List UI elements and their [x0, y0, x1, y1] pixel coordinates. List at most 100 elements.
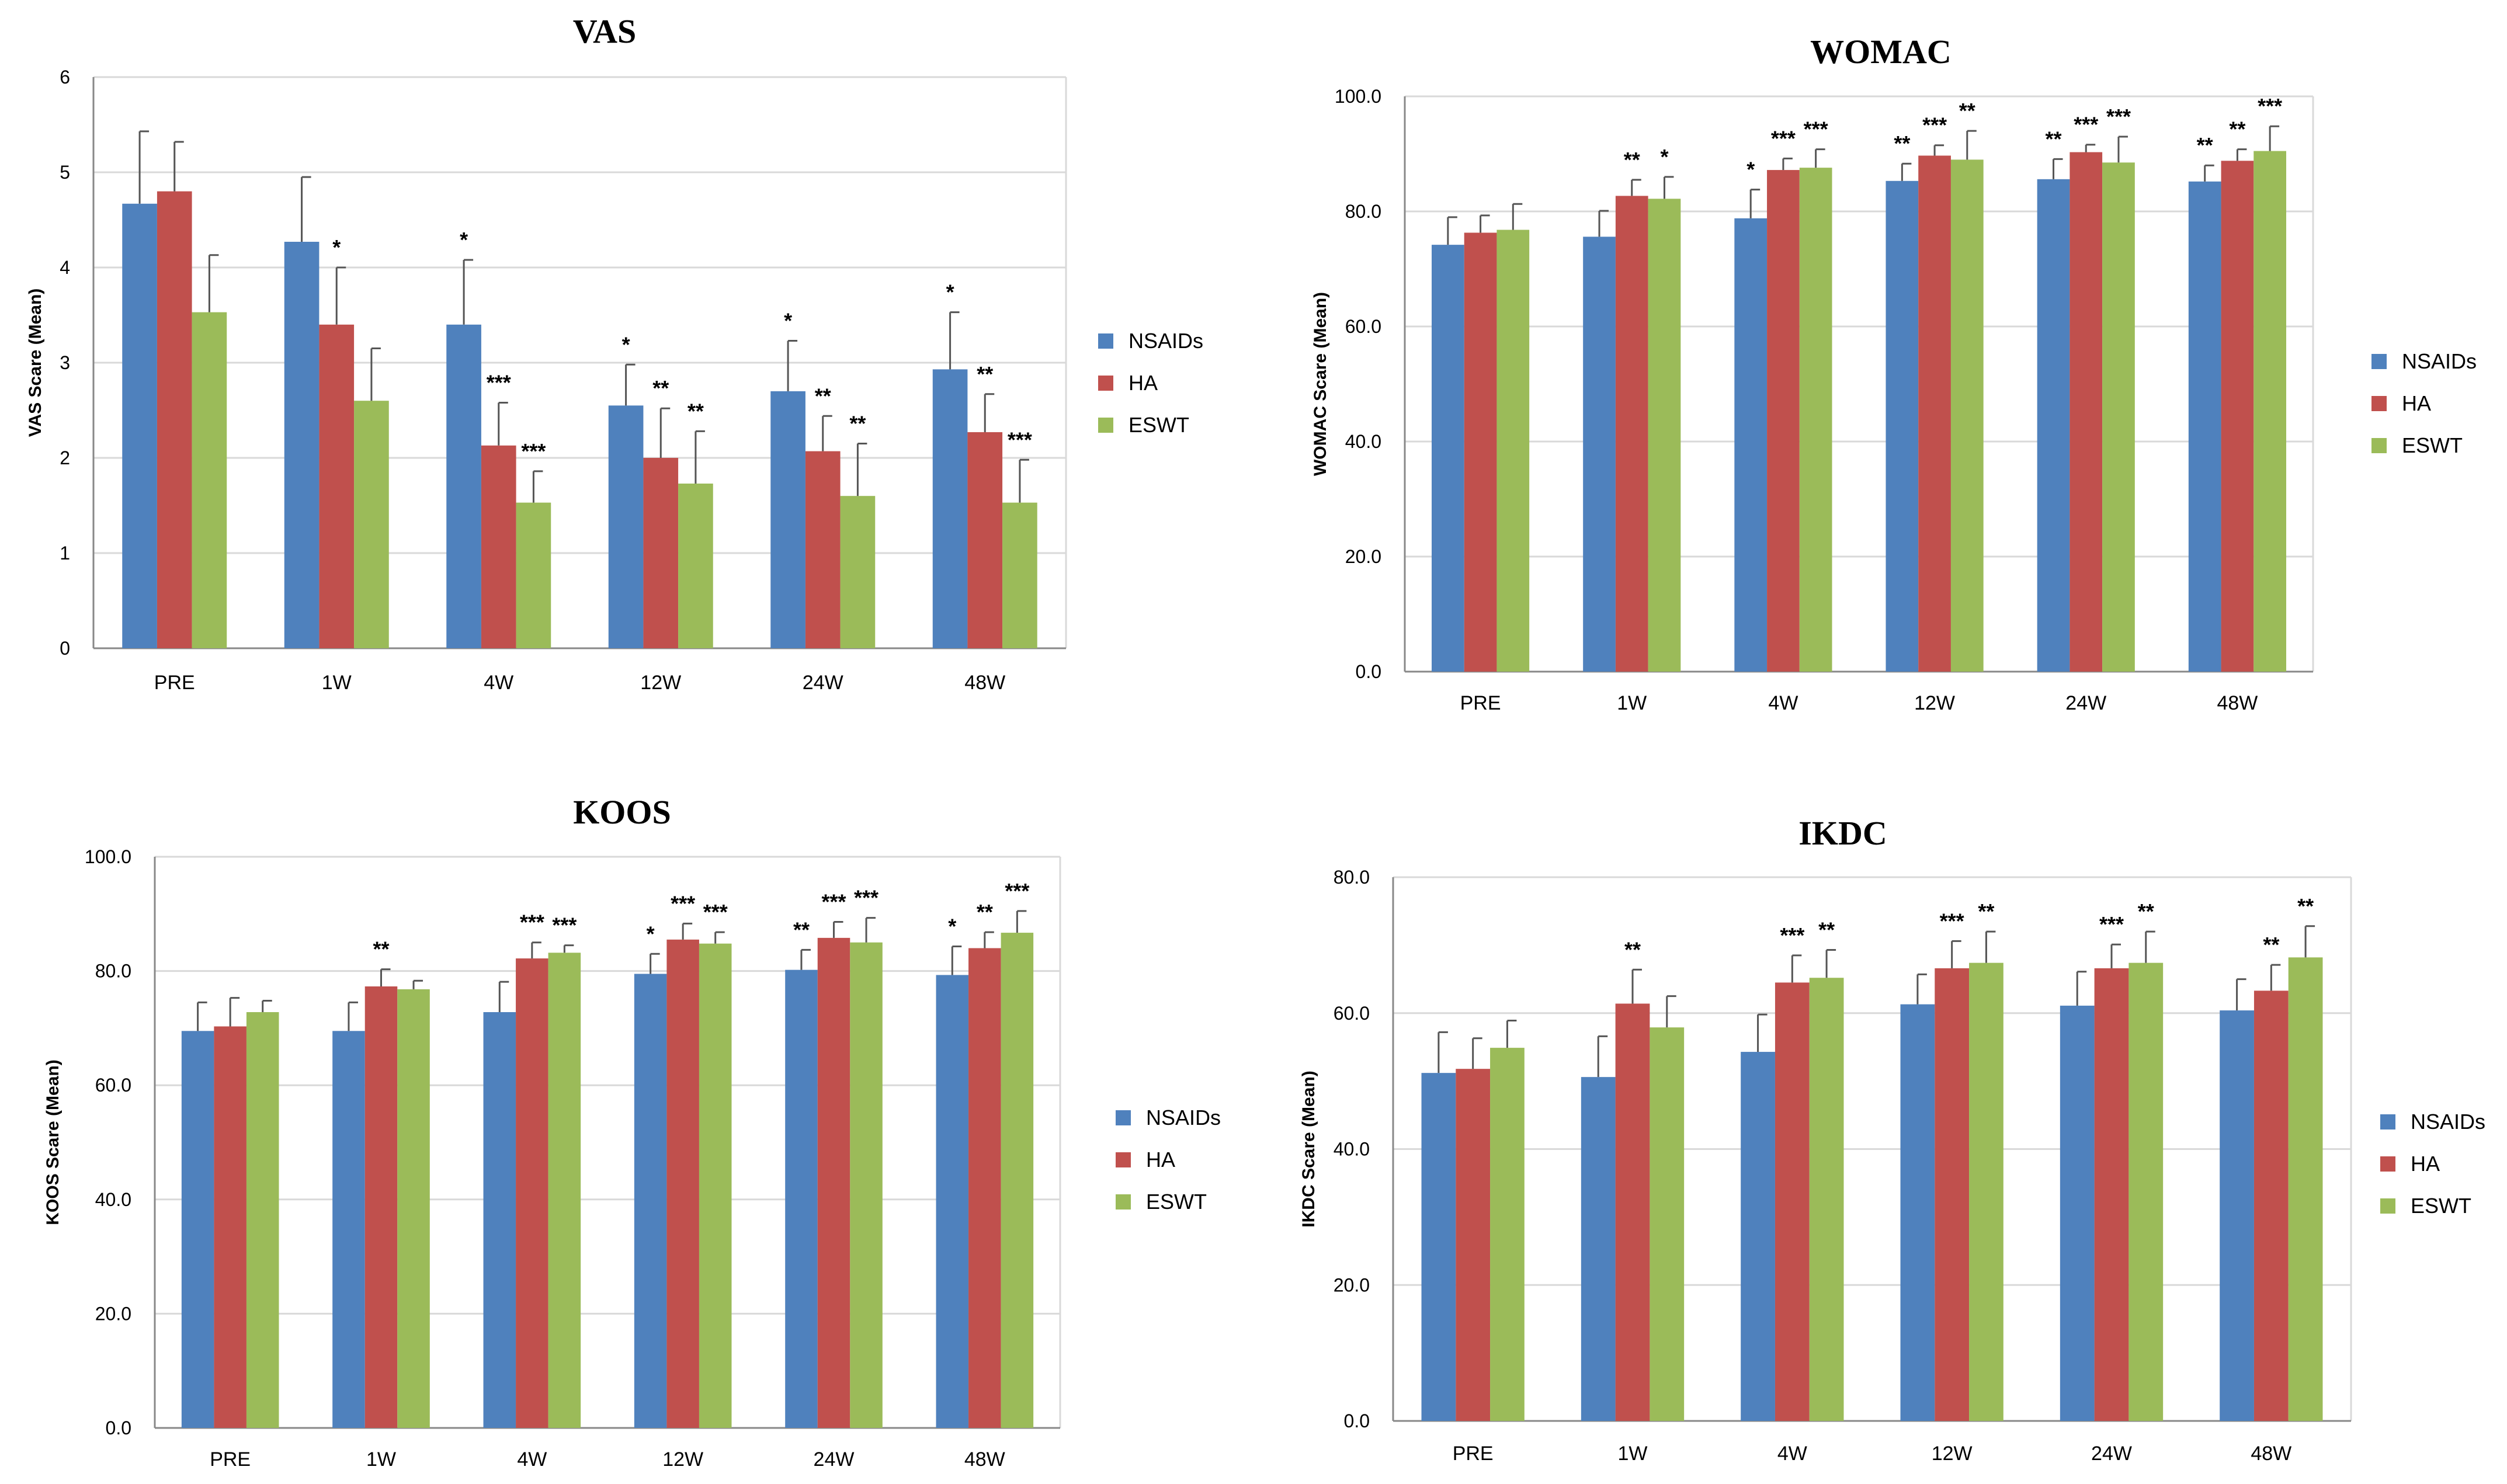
y-tick-label: 4 — [60, 257, 70, 278]
bar-eswt-12w — [678, 484, 713, 648]
x-tick-label: 1W — [366, 1448, 396, 1471]
significance-marker: * — [647, 922, 655, 946]
significance-marker: * — [948, 915, 956, 939]
bar-ha-12w — [643, 458, 679, 648]
bar-nsaids-1w — [1583, 237, 1616, 672]
bar-eswt-48w — [1001, 933, 1034, 1428]
significance-marker: *** — [821, 889, 846, 913]
bar-nsaids-24w — [785, 969, 818, 1428]
bar-ha-12w — [666, 939, 699, 1428]
bar-eswt-12w — [1950, 159, 1984, 672]
bar-ha-24w — [805, 451, 841, 648]
x-tick-label: 48W — [964, 1448, 1005, 1471]
y-tick-label: 60.0 — [1334, 1003, 1370, 1024]
bar-ha-48w — [2221, 161, 2254, 672]
legend-label: ESWT — [1146, 1190, 1207, 1214]
y-axis-label: IKDC Scare (Mean) — [1299, 1071, 1318, 1227]
legend-swatch-nsaids — [2371, 354, 2387, 369]
x-tick-label: 12W — [1932, 1443, 1973, 1465]
bar-eswt-pre — [192, 312, 227, 648]
significance-marker: *** — [703, 900, 728, 924]
bar-eswt-12w — [1969, 962, 2003, 1421]
bar-eswt-pre — [246, 1012, 279, 1428]
significance-marker: *** — [1780, 923, 1804, 947]
bar-nsaids-pre — [181, 1031, 214, 1428]
legend-swatch-ha — [2380, 1156, 2395, 1172]
significance-marker: *** — [2258, 94, 2282, 118]
chart-ikdc: IKDC 0.0 20.0 40.0 60.0 80.0 IKDC Scare (Mean)… — [1299, 814, 2485, 1465]
significance-marker: *** — [552, 913, 577, 937]
bar-ha-4w — [516, 958, 548, 1428]
bar-nsaids-4w — [1734, 218, 1768, 672]
y-tick-label: 0 — [60, 638, 70, 659]
y-tick-label: 40.0 — [95, 1189, 131, 1210]
x-tick-label: 4W — [517, 1448, 547, 1471]
x-tick-label: 12W — [640, 672, 681, 694]
y-tick-label: 20.0 — [95, 1303, 131, 1324]
bar-ha-pre — [214, 1026, 246, 1428]
y-axis-label: WOMAC Scare (Mean) — [1311, 292, 1330, 476]
legend-swatch-nsaids — [2380, 1114, 2395, 1129]
x-tick-label: 12W — [1914, 692, 1955, 714]
significance-marker: *** — [671, 891, 695, 915]
y-tick-label: 60.0 — [95, 1075, 131, 1096]
bar-ha-12w — [1918, 155, 1951, 672]
y-tick-label: 80.0 — [1345, 201, 1381, 222]
significance-marker: *** — [1804, 117, 1828, 141]
x-tick-label: 1W — [322, 672, 352, 694]
chart-title: KOOS — [573, 793, 671, 831]
y-tick-label: 3 — [60, 352, 70, 373]
x-tick-label: 24W — [2091, 1443, 2132, 1465]
y-tick-label: 100.0 — [85, 846, 131, 867]
chart-koos: KOOS 0.0 20.0 40.0 60.0 80.0 100.0 KOOS Scare (… — [43, 793, 1221, 1471]
bar-eswt-1w — [354, 401, 389, 648]
y-tick-label: 100.0 — [1335, 86, 1381, 107]
bar-ha-12w — [1935, 968, 1970, 1421]
x-tick-label: 24W — [2065, 692, 2106, 714]
x-tick-label: 48W — [2217, 692, 2258, 714]
bar-ha-1w — [1615, 196, 1648, 672]
bar-ha-24w — [2094, 968, 2129, 1421]
significance-marker: ** — [1624, 937, 1641, 961]
bar-ha-1w — [364, 986, 398, 1428]
x-tick-label: 1W — [1618, 1443, 1648, 1465]
significance-marker: *** — [1940, 909, 1964, 933]
significance-marker: *** — [2074, 113, 2098, 137]
x-tick-label: 24W — [803, 672, 843, 694]
bar-eswt-4w — [516, 502, 551, 648]
legend-swatch-eswt — [2380, 1198, 2395, 1214]
y-tick-label: 20.0 — [1345, 546, 1381, 567]
significance-marker: *** — [520, 910, 544, 934]
y-tick-label: 60.0 — [1345, 316, 1381, 337]
significance-marker: ** — [2197, 133, 2213, 157]
bar-nsaids-12w — [1886, 180, 1919, 672]
bar-ha-pre — [1464, 232, 1497, 672]
significance-marker: *** — [1008, 428, 1032, 451]
bar-eswt-12w — [699, 943, 732, 1428]
bar-nsaids-1w — [284, 241, 320, 648]
y-tick-label: 40.0 — [1334, 1139, 1370, 1160]
significance-marker: ** — [652, 376, 669, 400]
y-tick-label: 6 — [60, 67, 70, 88]
legend-label: NSAIDs — [1146, 1106, 1221, 1129]
y-tick-label: 2 — [60, 447, 70, 468]
significance-marker: *** — [2106, 105, 2131, 128]
bar-eswt-24w — [840, 496, 876, 648]
significance-marker: *** — [2099, 912, 2124, 936]
legend-label: ESWT — [1129, 413, 1189, 437]
significance-marker: ** — [815, 384, 831, 408]
y-tick-label: 80.0 — [1334, 867, 1370, 888]
y-tick-label: 80.0 — [95, 961, 131, 982]
y-tick-label: 40.0 — [1345, 431, 1381, 452]
y-tick-label: 0.0 — [1344, 1410, 1370, 1431]
x-tick-label: PRE — [1453, 1443, 1494, 1465]
bar-eswt-1w — [1650, 1027, 1685, 1421]
significance-marker: ** — [1818, 918, 1835, 942]
x-tick-label: PRE — [210, 1448, 251, 1471]
significance-marker: ** — [2229, 117, 2245, 141]
significance-marker: *** — [1005, 879, 1029, 903]
significance-marker: ** — [793, 917, 810, 941]
significance-marker: ** — [2297, 894, 2314, 918]
bar-eswt-pre — [1496, 230, 1530, 672]
